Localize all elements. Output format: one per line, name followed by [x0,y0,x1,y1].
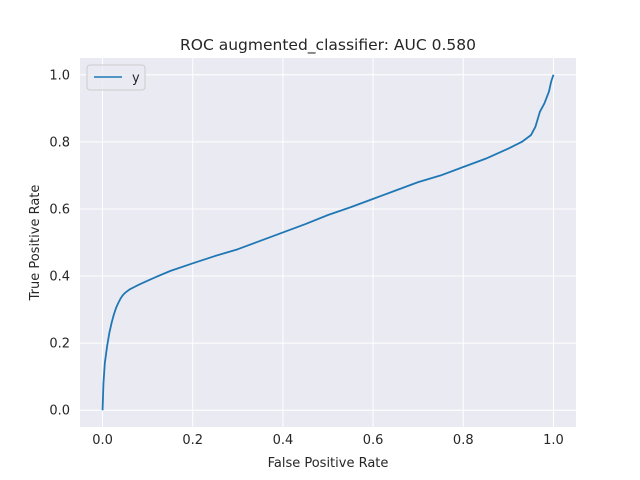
y-tick-label: 0.4 [49,270,70,285]
x-axis-label: False Positive Rate [268,456,389,471]
series-group [101,74,555,411]
y-tick-label: 1.0 [49,68,70,83]
plot-area [80,58,576,427]
x-tick-label: 0.8 [453,433,474,448]
y-tick-label: 0.6 [49,202,70,217]
x-tick-label: 0.0 [92,433,113,448]
series-line-y [101,74,555,411]
y-tick-label: 0.8 [49,135,70,150]
x-tick-label: 0.6 [363,433,384,448]
grid [80,58,576,427]
chart-title: ROC augmented_classifier: AUC 0.580 [180,36,476,55]
legend: y [86,64,146,91]
legend-label-y: y [132,71,140,86]
x-tick-label: 0.4 [273,433,294,448]
y-tick-label: 0.2 [49,337,70,352]
x-tick-label: 0.2 [182,433,203,448]
y-axis-label: True Positive Rate [28,185,43,302]
y-tick-label: 0.0 [49,404,70,419]
tick-labels: 0.0 0.2 0.4 0.6 0.8 1.0 0.0 0.2 0.4 0.6 0.8 1.0 [49,68,563,448]
x-tick-label: 1.0 [543,433,564,448]
